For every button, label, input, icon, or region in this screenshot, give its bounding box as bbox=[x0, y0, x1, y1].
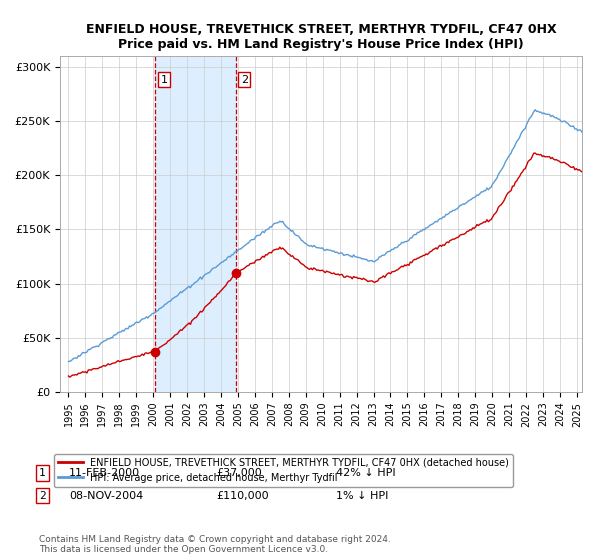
Title: ENFIELD HOUSE, TREVETHICK STREET, MERTHYR TYDFIL, CF47 0HX
Price paid vs. HM Lan: ENFIELD HOUSE, TREVETHICK STREET, MERTHY… bbox=[86, 22, 556, 50]
Text: 2: 2 bbox=[241, 74, 248, 85]
Legend: ENFIELD HOUSE, TREVETHICK STREET, MERTHYR TYDFIL, CF47 0HX (detached house), HPI: ENFIELD HOUSE, TREVETHICK STREET, MERTHY… bbox=[55, 454, 513, 487]
Text: 2: 2 bbox=[39, 491, 46, 501]
Text: Contains HM Land Registry data © Crown copyright and database right 2024.
This d: Contains HM Land Registry data © Crown c… bbox=[39, 535, 391, 554]
Text: £37,000: £37,000 bbox=[216, 468, 262, 478]
Text: 1% ↓ HPI: 1% ↓ HPI bbox=[336, 491, 388, 501]
Text: 42% ↓ HPI: 42% ↓ HPI bbox=[336, 468, 395, 478]
Text: £110,000: £110,000 bbox=[216, 491, 269, 501]
Text: 1: 1 bbox=[39, 468, 46, 478]
Text: 08-NOV-2004: 08-NOV-2004 bbox=[69, 491, 143, 501]
Text: 11-FEB-2000: 11-FEB-2000 bbox=[69, 468, 140, 478]
Text: 1: 1 bbox=[160, 74, 167, 85]
Bar bbox=[155, 56, 236, 392]
